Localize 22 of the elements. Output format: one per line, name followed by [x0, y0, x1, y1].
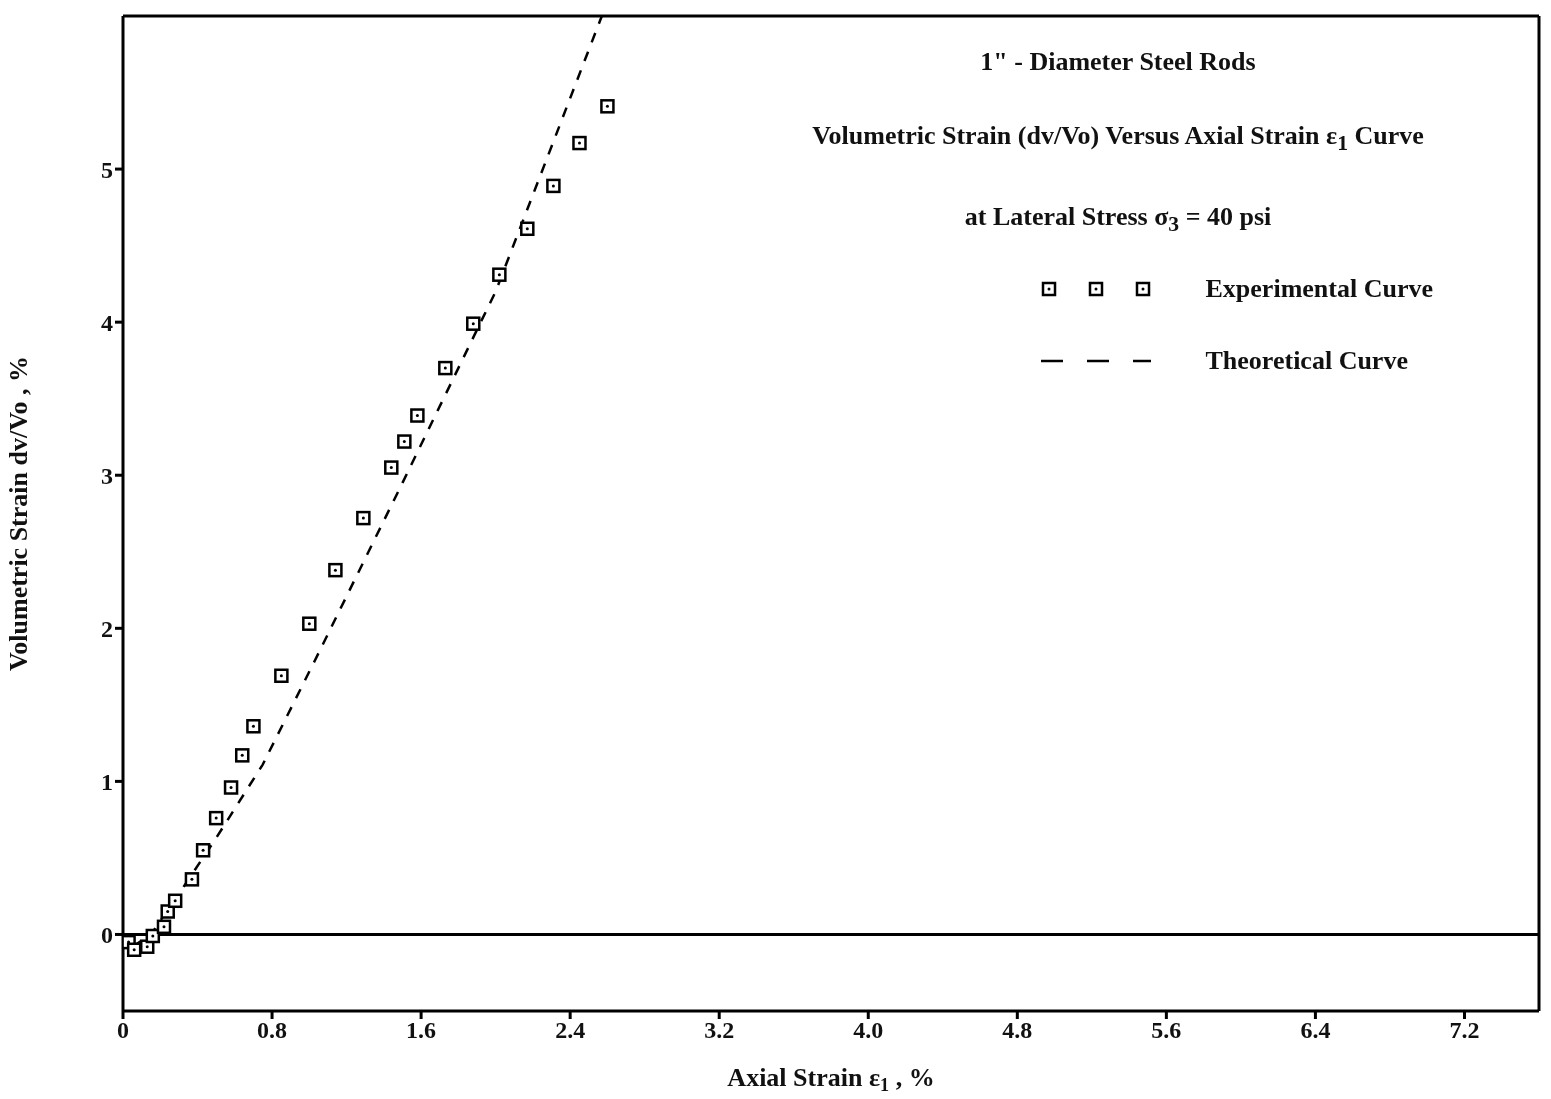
x-tick-label: 3.2	[704, 1017, 735, 1044]
x-axis-title: Axial Strain ε$_{1}$ , %	[727, 1063, 935, 1096]
legend-label: Theoretical Curve	[1205, 346, 1408, 376]
x-tick-label: 1.6	[406, 1017, 437, 1044]
legend-label: Experimental Curve	[1205, 274, 1433, 304]
y-tick-label: 0	[101, 921, 113, 948]
x-tick-label: 7.2	[1449, 1017, 1480, 1044]
y-tick-label: 1	[101, 768, 113, 795]
x-tick-label: 4.0	[853, 1017, 884, 1044]
y-tick-label: 3	[101, 462, 113, 489]
y-tick-label: 4	[101, 309, 113, 336]
x-tick-label: 4.8	[1002, 1017, 1033, 1044]
text: 1" - Diameter Steel Rods	[980, 47, 1256, 76]
y-tick-label: 5	[101, 156, 113, 183]
y-axis-title: Volumetric Strain dv/Vo , %	[4, 355, 34, 672]
text: Volumetric Strain (dv/Vo) Versus Axial Strain ε$_{1}$ Curve	[812, 121, 1424, 156]
annotation: at Lateral Stress σ$_{3}$ = 40 psi	[964, 202, 1272, 237]
y-tick-label: 2	[101, 615, 113, 642]
x-tick-label: 2.4	[555, 1017, 586, 1044]
x-tick-label: 0.8	[257, 1017, 288, 1044]
x-tick-label: 5.6	[1151, 1017, 1182, 1044]
x-tick-label: 6.4	[1300, 1017, 1331, 1044]
